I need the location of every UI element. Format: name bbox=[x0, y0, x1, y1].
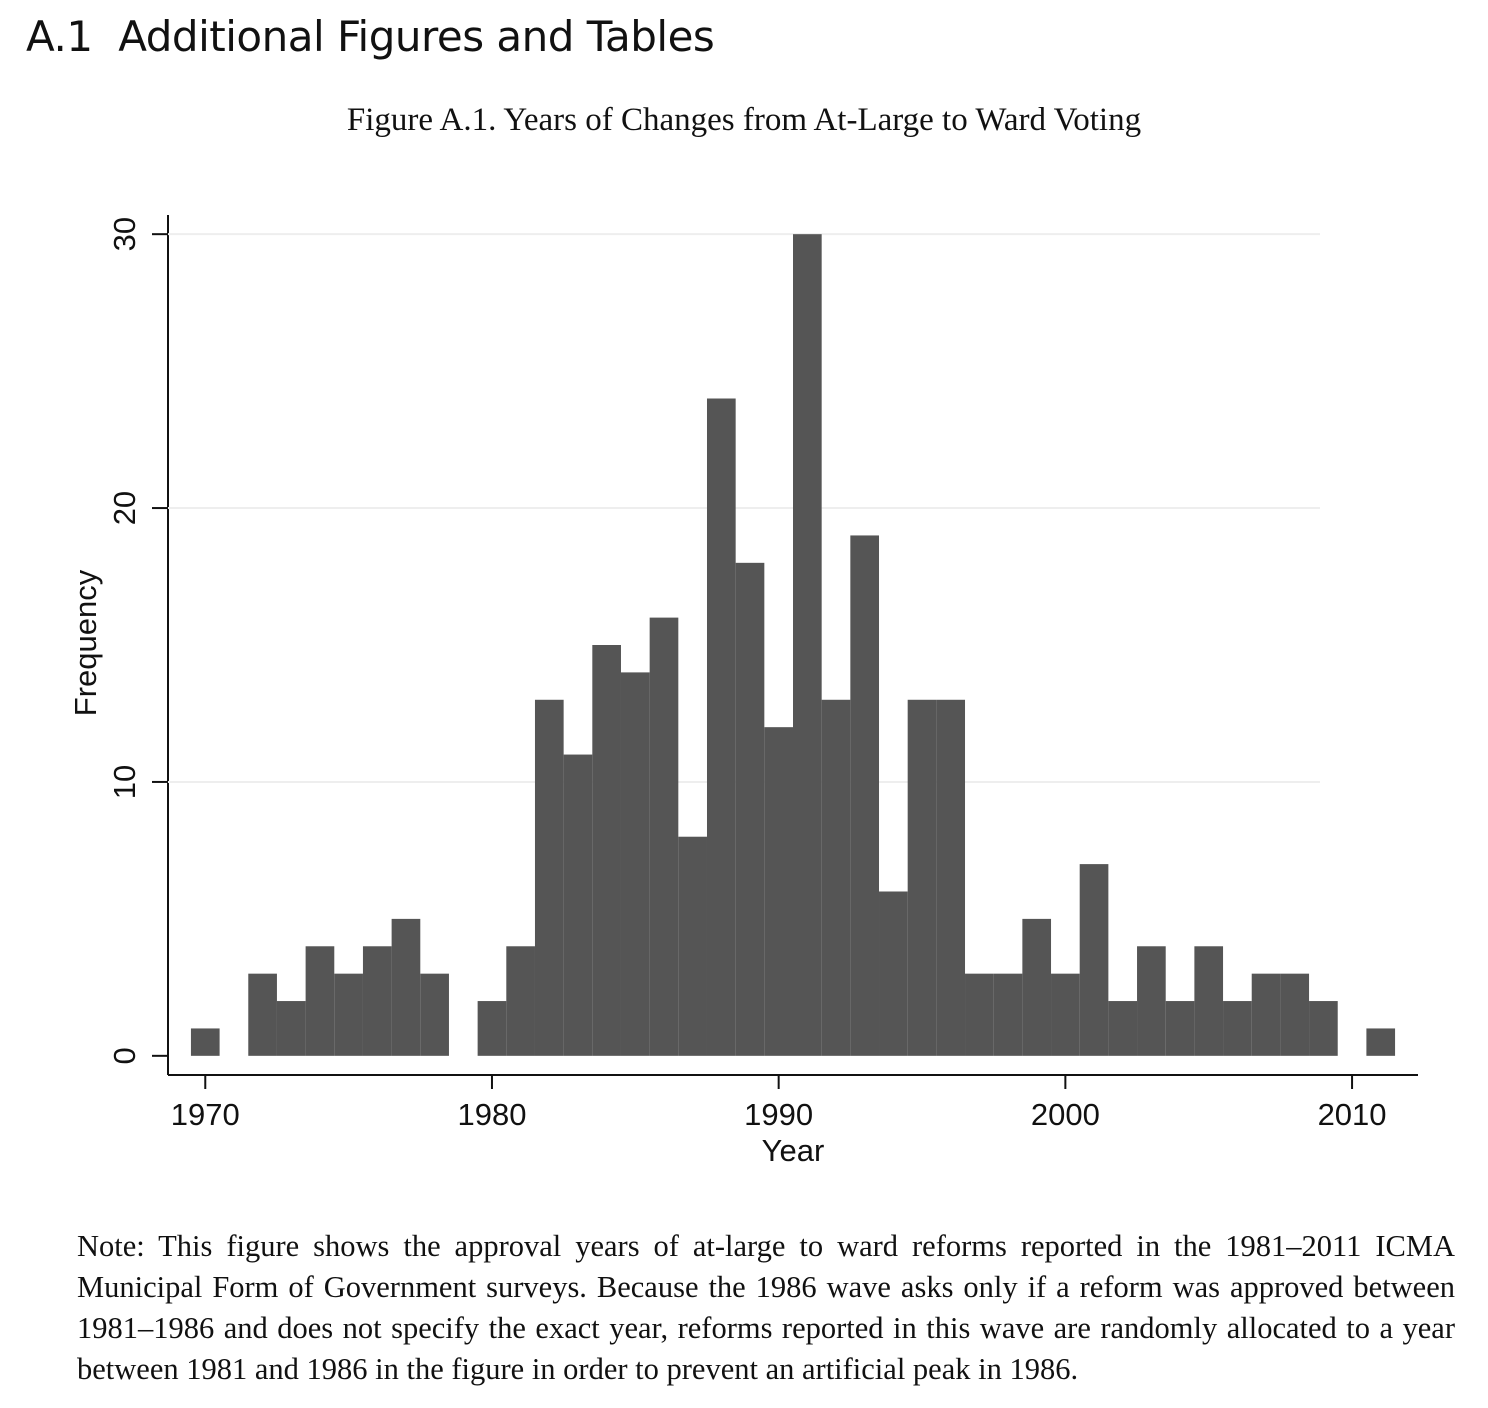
x-tick-label: 1970 bbox=[171, 1097, 240, 1132]
bar bbox=[534, 699, 564, 1056]
y-tick-label: 30 bbox=[107, 217, 142, 251]
bar bbox=[248, 973, 277, 1056]
bar bbox=[1280, 973, 1310, 1056]
bar bbox=[1194, 946, 1224, 1056]
bar bbox=[391, 918, 421, 1056]
bar bbox=[362, 946, 392, 1056]
bar bbox=[821, 699, 851, 1056]
y-tick-label: 10 bbox=[107, 765, 142, 799]
bar bbox=[1022, 918, 1052, 1056]
y-tick-label: 20 bbox=[107, 491, 142, 525]
bar bbox=[190, 1028, 220, 1056]
chart: Year Frequency 0 10 20 30 1970 1980 1990 2000 20… bbox=[68, 215, 1418, 1168]
bar bbox=[706, 398, 736, 1056]
figure-caption: Figure A.1. Years of Changes from At-Lar… bbox=[346, 102, 1142, 138]
bar bbox=[276, 1001, 306, 1056]
bar bbox=[563, 754, 593, 1056]
bar bbox=[1251, 973, 1281, 1056]
bar bbox=[678, 836, 707, 1056]
bar bbox=[592, 645, 621, 1056]
bar bbox=[1051, 973, 1080, 1056]
bar bbox=[620, 672, 650, 1056]
bar bbox=[1165, 1001, 1195, 1056]
bar bbox=[1223, 1001, 1252, 1056]
bar bbox=[477, 1001, 507, 1056]
bar bbox=[506, 946, 535, 1056]
y-axis-label: Frequency bbox=[68, 569, 103, 716]
bar bbox=[850, 535, 880, 1056]
bar bbox=[1108, 1001, 1138, 1056]
bar bbox=[1366, 1028, 1396, 1056]
bar bbox=[793, 234, 822, 1056]
bar bbox=[907, 699, 937, 1056]
bar bbox=[879, 891, 908, 1056]
bar bbox=[649, 617, 679, 1056]
bar bbox=[965, 973, 994, 1056]
x-tick-label: 2000 bbox=[1031, 1097, 1100, 1132]
x-tick-label: 2010 bbox=[1318, 1097, 1387, 1132]
bar bbox=[1079, 864, 1109, 1056]
bar bbox=[764, 727, 793, 1056]
bar bbox=[735, 562, 765, 1056]
figure-note: Note: This figure shows the approval yea… bbox=[77, 1229, 1455, 1386]
y-tick-label: 0 bbox=[107, 1047, 142, 1064]
section-heading: A.1 Additional Figures and Tables bbox=[26, 12, 715, 61]
x-tick-label: 1990 bbox=[744, 1097, 813, 1132]
x-tick-label: 1980 bbox=[457, 1097, 526, 1132]
bar bbox=[334, 973, 363, 1056]
bar bbox=[305, 946, 335, 1056]
bar bbox=[420, 973, 449, 1056]
bar bbox=[1309, 1001, 1338, 1056]
bar bbox=[936, 699, 966, 1056]
x-axis-label: Year bbox=[762, 1133, 825, 1168]
bar bbox=[1137, 946, 1166, 1056]
bar bbox=[993, 973, 1023, 1056]
